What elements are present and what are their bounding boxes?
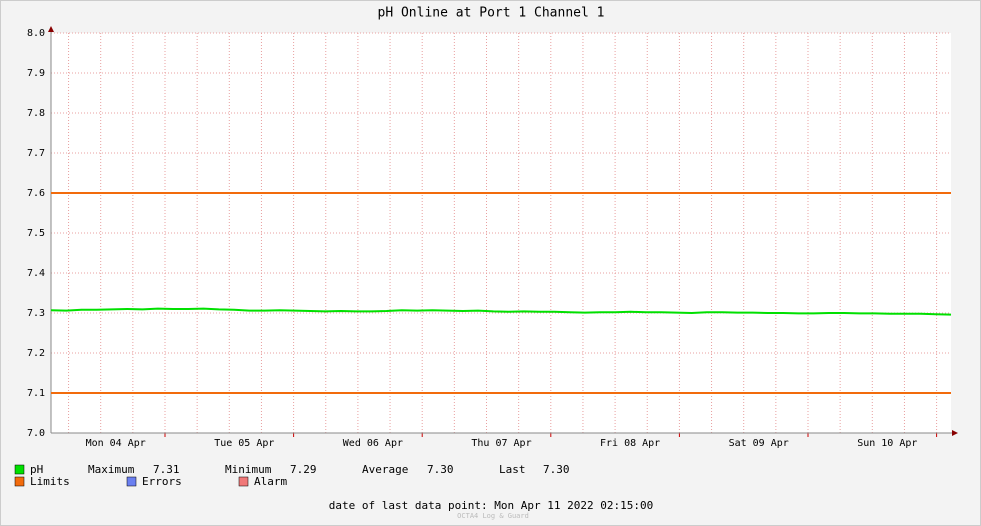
stat-name: Minimum — [225, 463, 272, 476]
chart-title: pH Online at Port 1 Channel 1 — [378, 6, 605, 21]
stat-value: 7.31 — [153, 463, 180, 476]
stat-value: 7.29 — [290, 463, 317, 476]
y-tick-label: 7.1 — [27, 388, 45, 399]
legend-label: Errors — [142, 475, 182, 488]
y-axis-arrow — [48, 26, 54, 32]
y-tick-label: 7.4 — [27, 268, 45, 279]
legend-swatch — [126, 476, 137, 487]
ph-line — [50, 307, 952, 316]
x-tick-label: Fri 08 Apr — [600, 438, 660, 449]
y-tick-label: 7.5 — [27, 228, 45, 239]
footer: date of last data point: Mon Apr 11 2022… — [329, 499, 654, 512]
legend-label: Limits — [30, 475, 70, 488]
y-tick-label: 8.0 — [27, 28, 45, 39]
x-tick-label: Sun 10 Apr — [857, 438, 917, 449]
stat-name: Maximum — [88, 463, 135, 476]
legend-label: pH — [30, 463, 43, 476]
y-tick-label: 7.9 — [27, 68, 45, 79]
stat-value: 7.30 — [543, 463, 570, 476]
x-tick-label: Wed 06 Apr — [343, 438, 403, 449]
legend-swatch — [14, 476, 25, 487]
y-tick-label: 7.0 — [27, 428, 45, 439]
y-tick-label: 7.7 — [27, 148, 45, 159]
stat-value: 7.30 — [427, 463, 454, 476]
x-tick-label: Mon 04 Apr — [86, 438, 146, 449]
y-tick-label: 7.3 — [27, 308, 45, 319]
y-tick-label: 7.6 — [27, 188, 45, 199]
x-tick-label: Tue 05 Apr — [214, 438, 274, 449]
stat-name: Average — [362, 463, 408, 476]
y-tick-label: 7.2 — [27, 348, 45, 359]
legend-swatch — [238, 476, 249, 487]
y-tick-label: 7.8 — [27, 108, 45, 119]
x-axis-arrow — [952, 430, 958, 436]
legend-label: Alarm — [254, 475, 287, 488]
x-tick-label: Thu 07 Apr — [471, 438, 531, 449]
legend-swatch — [14, 464, 25, 475]
stat-name: Last — [499, 463, 526, 476]
x-tick-label: Sat 09 Apr — [729, 438, 789, 449]
watermark: OCTA4 Log & Guard — [457, 512, 529, 520]
